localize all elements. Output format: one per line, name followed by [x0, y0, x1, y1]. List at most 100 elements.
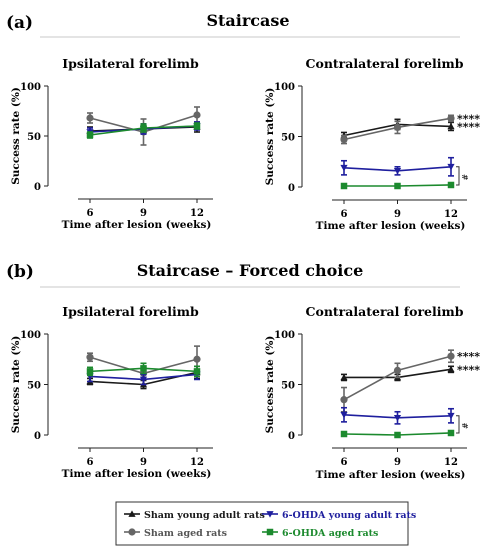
data-point — [447, 163, 455, 171]
y-tick-label: 50 — [27, 381, 41, 392]
series-6-ohda-young-adult-rats — [340, 156, 455, 177]
data-point — [447, 429, 455, 437]
data-point — [447, 181, 455, 189]
chart-title: Ipsilateral forelimb — [62, 56, 199, 71]
legend-item-sham-young-adult-rats: Sham young adult rats — [124, 510, 265, 521]
y-tick-label: 0 — [288, 183, 295, 194]
panel-title-a: Staircase — [206, 11, 289, 30]
significance-bracket — [456, 166, 460, 186]
series-sham-aged-rats — [340, 114, 455, 145]
data-point — [340, 373, 348, 381]
y-tick-label: 100 — [274, 82, 295, 93]
y-axis-label: Success rate (%) — [10, 336, 22, 434]
panel-rule-a — [40, 36, 460, 38]
legend-item-sham-aged-rats: Sham aged rats — [124, 528, 227, 539]
significance-stars: **** — [457, 350, 480, 363]
data-point — [86, 368, 94, 375]
data-point — [447, 365, 455, 373]
legend-marker — [266, 511, 274, 518]
significance-stars: **** — [457, 363, 480, 376]
y-tick-label: 0 — [34, 182, 41, 193]
legend-label: 6-OHDA young adult rats — [282, 510, 416, 521]
chart-title: Ipsilateral forelimb — [62, 304, 199, 319]
data-point — [447, 352, 455, 360]
y-tick-label: 100 — [20, 82, 41, 93]
x-tick-label: 9 — [140, 457, 147, 468]
y-tick-label: 100 — [20, 330, 41, 341]
x-axis-label: Time after lesion (weeks) — [316, 220, 466, 232]
chart-title: Contralateral forelimb — [306, 56, 464, 71]
series-6-ohda-young-adult-rats — [340, 406, 455, 425]
legend-marker — [128, 528, 136, 536]
data-point — [86, 131, 94, 139]
y-axis-label: Success rate (%) — [10, 87, 22, 185]
x-tick-label: 6 — [341, 457, 348, 468]
data-point — [193, 355, 201, 363]
x-tick-label: 6 — [87, 457, 94, 468]
x-tick-label: 9 — [394, 209, 401, 220]
series-6-ohda-aged-rats — [86, 122, 201, 139]
panel-letter-b: (b) — [6, 262, 34, 282]
x-tick-label: 12 — [444, 209, 458, 220]
data-point — [193, 368, 201, 375]
data-point — [447, 122, 455, 130]
panel-rule-b — [40, 286, 460, 288]
panel-letter-a: (a) — [6, 13, 33, 33]
data-point — [86, 114, 94, 122]
y-tick-label: 0 — [34, 431, 41, 442]
x-tick-label: 9 — [140, 208, 147, 219]
data-point — [340, 135, 348, 144]
x-tick-label: 6 — [341, 209, 348, 220]
data-point — [394, 431, 401, 439]
data-point — [393, 167, 402, 175]
data-point — [86, 353, 94, 361]
significance-hash: # — [460, 174, 469, 181]
x-axis-label: Time after lesion (weeks) — [62, 219, 212, 231]
significance-stars: **** — [457, 112, 480, 125]
series-6-ohda-aged-rats — [340, 429, 455, 439]
data-point — [393, 366, 402, 374]
x-tick-label: 12 — [190, 208, 204, 219]
y-tick-label: 100 — [274, 330, 295, 341]
x-axis-label: Time after lesion (weeks) — [62, 468, 212, 480]
legend-item-6-ohda-aged-rats: 6-OHDA aged rats — [262, 528, 378, 539]
panel-title-b: Staircase – Forced choice — [137, 261, 364, 280]
data-point — [193, 111, 201, 119]
data-point — [340, 182, 348, 190]
series-6-ohda-aged-rats — [86, 362, 201, 378]
x-tick-label: 6 — [87, 208, 94, 219]
x-tick-label: 12 — [190, 457, 204, 468]
data-point — [340, 164, 348, 172]
legend-box — [115, 501, 409, 546]
legend-item-6-ohda-young-adult-rats: 6-OHDA young adult rats — [262, 510, 416, 521]
significance-bracket — [456, 415, 460, 434]
x-tick-label: 12 — [444, 457, 458, 468]
legend-marker — [128, 510, 136, 517]
chart-title: Contralateral forelimb — [306, 304, 464, 319]
data-point — [340, 396, 348, 404]
legend-label: 6-OHDA aged rats — [282, 528, 378, 539]
legend-label: Sham aged rats — [144, 528, 227, 539]
data-point — [140, 365, 147, 372]
data-point — [340, 411, 348, 419]
legend-marker — [266, 528, 274, 536]
data-point — [140, 124, 147, 132]
y-axis-label: Success rate (%) — [264, 88, 276, 186]
series-6-ohda-aged-rats — [340, 181, 455, 190]
data-point — [193, 122, 201, 130]
significance-hash: # — [460, 422, 469, 429]
y-tick-label: 50 — [27, 132, 41, 143]
y-tick-label: 0 — [288, 431, 295, 442]
data-point — [393, 123, 402, 132]
x-tick-label: 9 — [394, 457, 401, 468]
significance-stars: **** — [457, 120, 480, 133]
legend: Sham young adult rats 6-OHDA young adult … — [115, 501, 416, 546]
y-tick-label: 50 — [281, 381, 295, 392]
y-tick-label: 50 — [281, 133, 295, 144]
data-point — [447, 114, 455, 122]
data-point — [394, 182, 401, 190]
data-point — [340, 430, 348, 438]
